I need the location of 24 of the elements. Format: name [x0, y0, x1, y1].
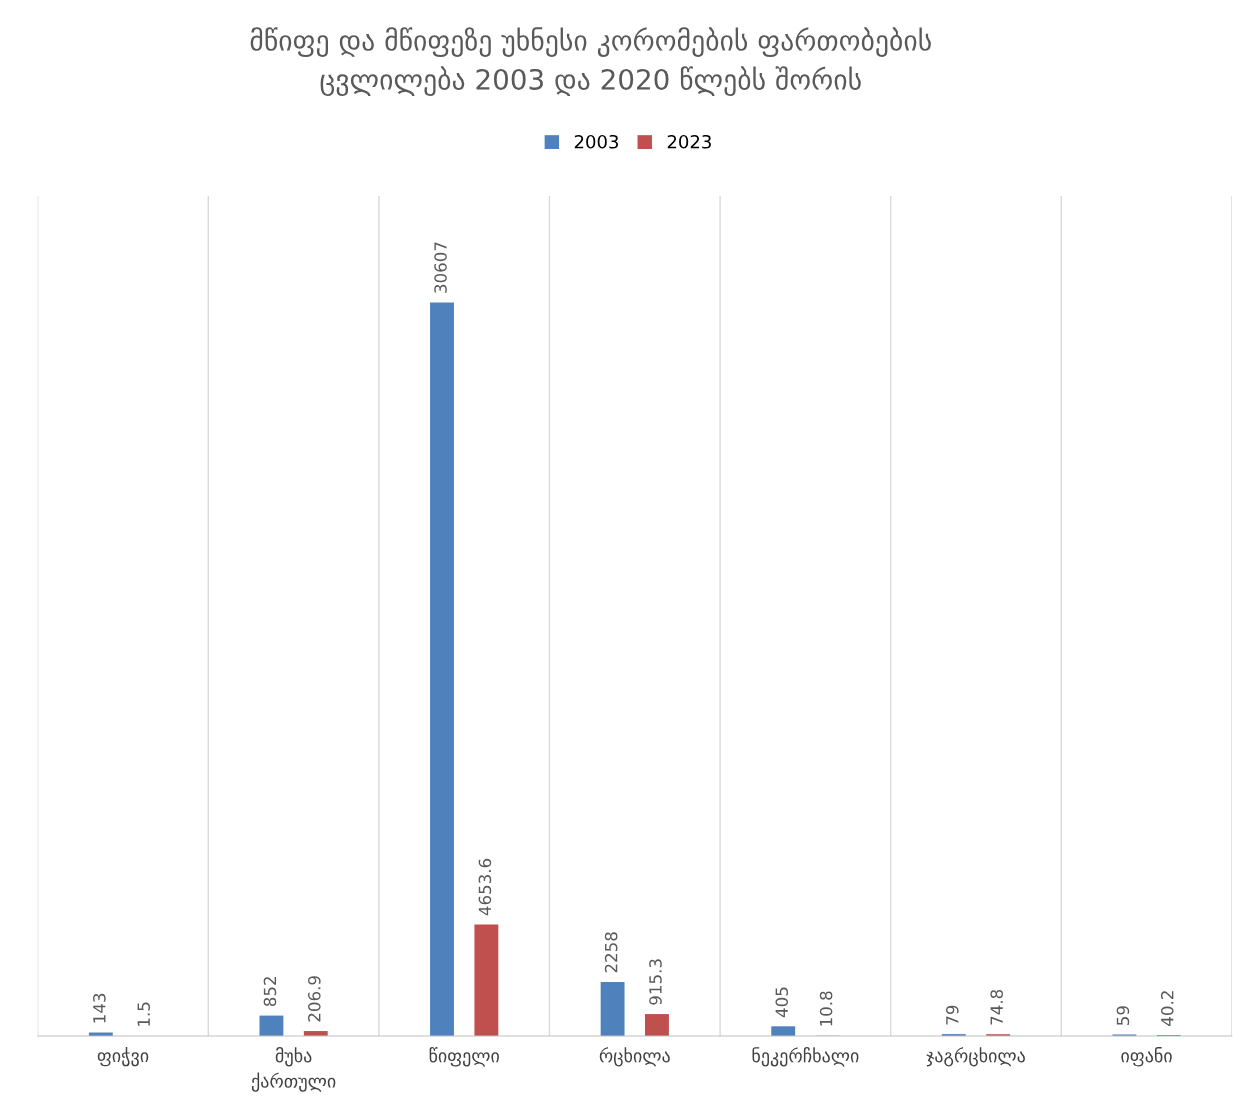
x-tick-label: რცხილა	[599, 1047, 670, 1067]
data-label: 74.8	[990, 989, 1003, 1025]
x-tick-label: მუხა ქართული	[251, 1047, 336, 1092]
data-label: 10.8	[819, 991, 833, 1026]
data-label: 30607	[434, 242, 447, 293]
data-label: 852	[263, 977, 277, 1007]
data-label: 206.9	[308, 976, 321, 1022]
legend-label: 2003	[574, 134, 619, 149]
data-label: 4653.6	[478, 858, 492, 916]
data-label: 143	[93, 993, 106, 1023]
data-label: 1.5	[137, 1002, 151, 1026]
x-tick-label: წიფელი	[429, 1047, 499, 1067]
data-label: 79	[946, 1005, 959, 1025]
chart-title: მწიფე და მწიფეზე უხნესი კორომების ფართობების ცვლილება 2003 და 2020 წლებს შორის	[250, 27, 931, 97]
data-label: 405	[775, 987, 789, 1018]
x-tick-label: ნეკერჩხალი	[752, 1047, 859, 1067]
data-label: 40.2	[1160, 991, 1174, 1026]
data-label: 2258	[604, 932, 618, 973]
x-tick-label: იფანი	[1121, 1047, 1172, 1067]
data-label: 59	[1116, 1006, 1130, 1025]
x-tick-label: ჯაგრცხილა	[926, 1047, 1025, 1067]
data-label: 915.3	[649, 959, 662, 1005]
legend-label: 2023	[667, 134, 711, 149]
x-tick-label: ფიჭვი	[97, 1047, 149, 1067]
